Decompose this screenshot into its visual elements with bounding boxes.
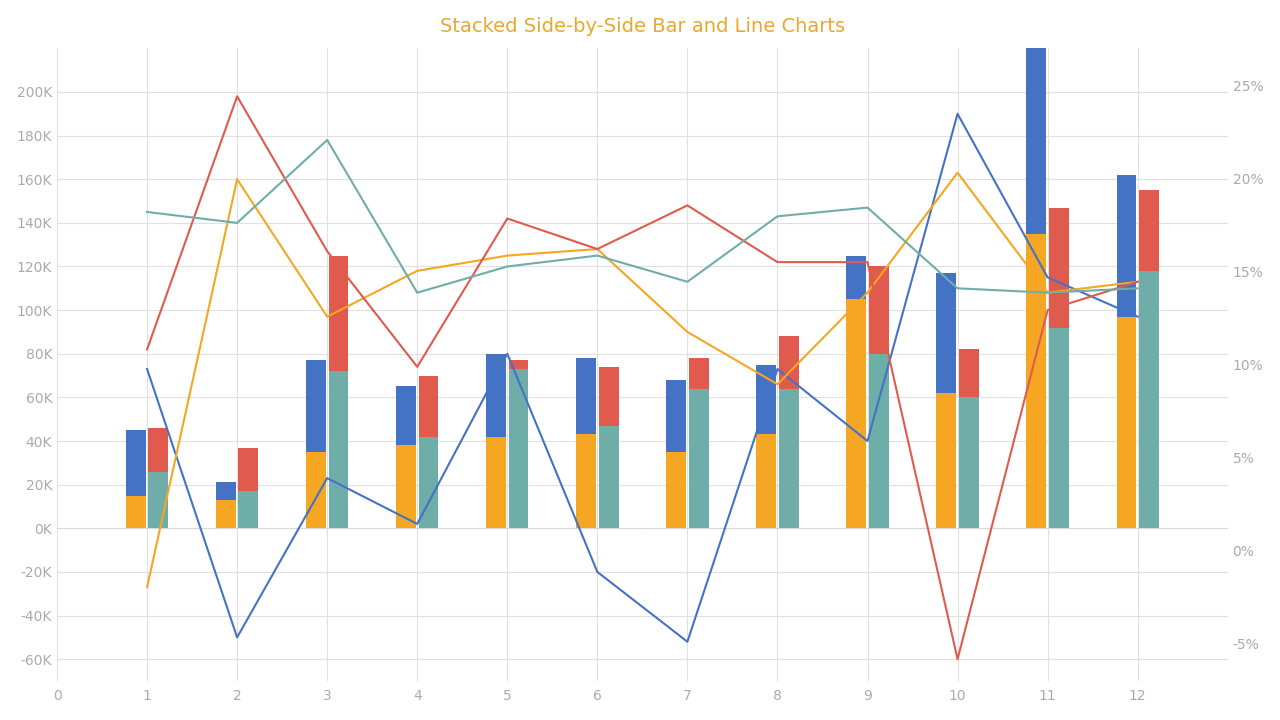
- Bar: [756, 364, 776, 434]
- Bar: [1027, 234, 1046, 528]
- Bar: [306, 360, 326, 452]
- Bar: [1116, 317, 1137, 528]
- Bar: [508, 360, 529, 369]
- Bar: [125, 495, 146, 528]
- Bar: [396, 387, 416, 446]
- Bar: [689, 389, 709, 528]
- Bar: [869, 266, 888, 354]
- Bar: [666, 380, 686, 452]
- Bar: [419, 436, 439, 528]
- Bar: [125, 430, 146, 495]
- Bar: [756, 434, 776, 528]
- Bar: [576, 434, 596, 528]
- Bar: [148, 428, 168, 472]
- Bar: [666, 452, 686, 528]
- Bar: [216, 482, 236, 500]
- Bar: [1050, 328, 1069, 528]
- Bar: [238, 491, 259, 528]
- Bar: [1116, 175, 1137, 317]
- Bar: [846, 256, 867, 300]
- Bar: [508, 369, 529, 528]
- Bar: [419, 376, 439, 436]
- Title: Stacked Side-by-Side Bar and Line Charts: Stacked Side-by-Side Bar and Line Charts: [440, 17, 845, 36]
- Bar: [937, 393, 956, 528]
- Bar: [576, 358, 596, 434]
- Bar: [846, 300, 867, 528]
- Bar: [1027, 37, 1046, 234]
- Bar: [396, 446, 416, 528]
- Bar: [689, 358, 709, 389]
- Bar: [329, 256, 348, 372]
- Bar: [959, 349, 979, 397]
- Bar: [599, 426, 618, 528]
- Bar: [1139, 190, 1158, 271]
- Bar: [486, 436, 506, 528]
- Bar: [959, 397, 979, 528]
- Bar: [329, 372, 348, 528]
- Bar: [306, 452, 326, 528]
- Bar: [869, 354, 888, 528]
- Bar: [778, 336, 799, 389]
- Bar: [1139, 271, 1158, 528]
- Bar: [486, 354, 506, 436]
- Bar: [216, 500, 236, 528]
- Bar: [599, 367, 618, 426]
- Bar: [937, 273, 956, 393]
- Bar: [1050, 207, 1069, 328]
- Bar: [148, 472, 168, 528]
- Bar: [778, 389, 799, 528]
- Bar: [238, 448, 259, 491]
